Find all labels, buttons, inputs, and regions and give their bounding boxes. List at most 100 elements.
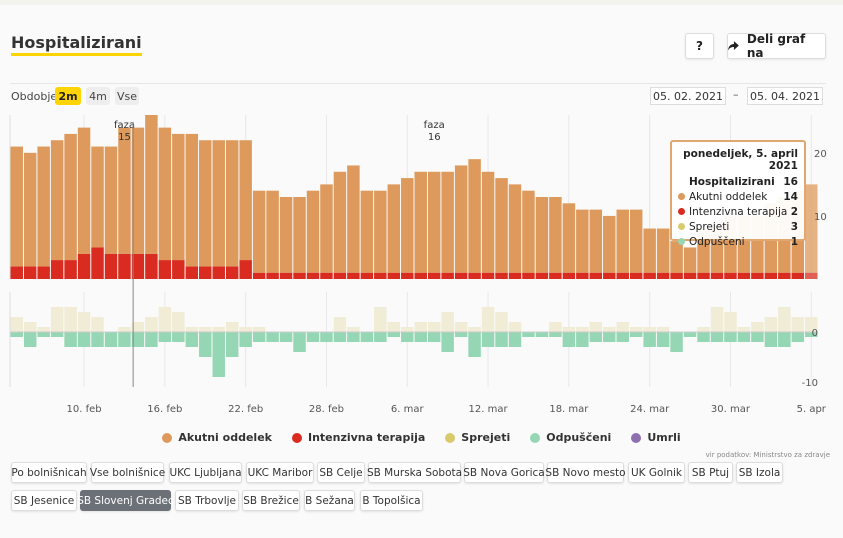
x-tick-label: 10. feb — [67, 404, 102, 415]
bar-admitted — [158, 307, 172, 332]
hospital-button[interactable]: UKC Maribor — [246, 462, 314, 483]
period-all-button[interactable]: Vse — [115, 87, 139, 105]
bar-icu — [724, 272, 737, 279]
tooltip-value: 3 — [790, 220, 798, 233]
x-tick-label: 5. apr — [797, 404, 827, 415]
bar-discharged — [77, 332, 91, 347]
bar-icu — [212, 266, 225, 279]
bar-icu — [454, 272, 468, 279]
phase-number: 15 — [118, 132, 131, 143]
bar-acute — [643, 228, 656, 273]
bar-admitted — [576, 327, 589, 332]
legend-label: Odpuščeni — [546, 431, 612, 444]
help-button[interactable]: ? — [685, 33, 714, 59]
hospital-button[interactable]: SB Brežice — [242, 490, 300, 511]
bar-discharged — [724, 332, 737, 342]
hospital-button[interactable]: SB Nova Gorica — [463, 462, 545, 483]
tooltip-row-icu: Intenzivna terapija 2 — [678, 204, 798, 219]
hospital-button[interactable]: UKC Ljubljana — [169, 462, 242, 483]
hospital-button[interactable]: Po bolnišnicah — [11, 462, 87, 483]
hospital-button[interactable]: SB Celje — [317, 462, 365, 483]
bar-acute — [616, 209, 629, 273]
bar-icu — [360, 272, 374, 279]
bar-icu — [603, 272, 616, 279]
hospital-button[interactable]: UK Golnik — [628, 462, 685, 483]
bar-admitted — [737, 327, 751, 332]
bar-acute — [481, 171, 495, 273]
dot-icon — [445, 432, 456, 443]
hospital-button[interactable]: SB Jesenice — [11, 490, 77, 511]
bar-icu — [118, 253, 131, 279]
x-tick-label: 12. mar — [469, 404, 509, 415]
period-2m-button[interactable]: 2m — [55, 87, 81, 105]
tooltip-label: Akutni oddelek — [689, 190, 768, 203]
hospital-button[interactable]: SB Slovenj Gradec — [77, 490, 174, 511]
bar-admitted — [172, 312, 185, 332]
legend-label: Sprejeti — [461, 431, 511, 444]
hospital-button[interactable]: SB Murska Sobota — [367, 462, 462, 483]
period-4m-button[interactable]: 4m — [86, 87, 110, 105]
x-tick-label: 22. feb — [228, 404, 263, 415]
bar-admitted — [697, 327, 710, 332]
legend-item-discharged[interactable]: Odpuščeni — [530, 431, 611, 444]
bar-acute — [91, 146, 104, 248]
bar-admitted — [199, 327, 212, 332]
share-button[interactable]: Deli graf na — [727, 32, 826, 60]
legend-item-icu[interactable]: Intenzivna terapija — [291, 431, 425, 444]
dot-icon — [678, 223, 685, 230]
bar-discharged — [441, 332, 454, 352]
bar-acute — [562, 203, 576, 273]
bar-icu — [697, 272, 710, 279]
hospital-button[interactable]: SB Ptuj — [688, 462, 733, 483]
bar-discharged — [23, 332, 37, 347]
bar-icu — [629, 272, 643, 279]
bar-discharged — [656, 332, 670, 347]
bar-discharged — [562, 332, 576, 347]
bar-admitted — [549, 322, 562, 332]
bar-icu — [266, 272, 279, 279]
hospital-button[interactable]: B Topolšica — [360, 490, 423, 511]
bar-discharged — [333, 332, 347, 342]
bar-icu — [589, 272, 603, 279]
y-tick-label: 0 — [812, 328, 818, 339]
phase-label: faza — [114, 120, 135, 131]
bar-discharged — [104, 332, 118, 347]
bar-discharged — [131, 332, 145, 347]
legend-item-deceased[interactable]: Umrli — [631, 431, 681, 444]
divider — [10, 83, 826, 84]
hospital-button[interactable]: SB Izola — [736, 462, 783, 483]
period-label: Obdobje — [11, 90, 58, 103]
bar-discharged — [320, 332, 333, 342]
bar-icu — [347, 272, 360, 279]
date-from-input[interactable]: 05. 02. 2021 — [650, 87, 726, 105]
hospital-button[interactable]: SB Novo mesto — [545, 462, 626, 483]
bar-acute — [549, 197, 562, 273]
bar-discharged — [145, 332, 158, 347]
bar-icu — [333, 272, 347, 279]
bar-discharged — [199, 332, 212, 357]
bar-acute — [535, 197, 549, 273]
hospital-button[interactable]: Vse bolnišnice — [90, 462, 165, 483]
dot-icon — [678, 193, 685, 200]
bar-icu — [522, 272, 535, 279]
bar-icu — [737, 272, 751, 279]
bar-discharged — [225, 332, 239, 357]
date-to-input[interactable]: 05. 04. 2021 — [747, 87, 823, 105]
bar-icu — [508, 272, 522, 279]
hospital-button[interactable]: SB Trbovlje — [175, 490, 239, 511]
bar-admitted — [131, 322, 145, 332]
bar-discharged — [401, 332, 414, 342]
bar-icu — [764, 272, 778, 279]
bar-admitted — [495, 312, 508, 332]
legend-item-admitted[interactable]: Sprejeti — [445, 431, 510, 444]
bar-acute — [333, 171, 347, 273]
bar-discharged — [427, 332, 441, 342]
bar-icu — [104, 253, 118, 279]
data-source: vir podatkov: Ministrstvo za zdravje — [705, 451, 830, 459]
bar-admitted — [764, 317, 778, 332]
legend-item-acute[interactable]: Akutni oddelek — [162, 431, 272, 444]
bar-icu — [778, 272, 791, 279]
bar-admitted — [751, 322, 764, 332]
hospital-button[interactable]: B Sežana — [304, 490, 355, 511]
